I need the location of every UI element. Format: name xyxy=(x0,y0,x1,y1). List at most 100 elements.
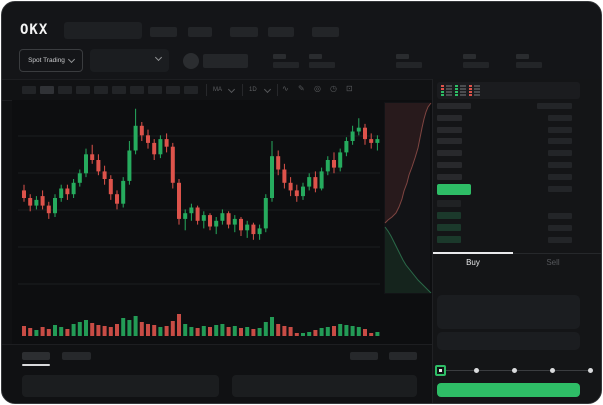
bottom-content-placeholder xyxy=(22,375,219,397)
nav-item-placeholder[interactable] xyxy=(150,27,177,37)
divider xyxy=(277,84,278,96)
ask-amount-bar[interactable] xyxy=(548,115,572,121)
ticker-stat-placeholder xyxy=(516,54,542,70)
chevron-down-icon xyxy=(154,53,163,62)
bid-price-bar[interactable] xyxy=(437,212,461,219)
ticker-stat-placeholder xyxy=(463,54,489,70)
bid-price-bar[interactable] xyxy=(437,200,461,207)
bottom-panel xyxy=(2,344,432,403)
nav-item-placeholder[interactable] xyxy=(230,27,258,37)
orderbook-view-switcher xyxy=(437,82,580,99)
chart-area[interactable] xyxy=(12,100,432,344)
divider xyxy=(206,84,207,96)
stat-label-bar xyxy=(463,54,476,59)
okx-logo: OKX xyxy=(20,22,49,38)
search-input[interactable] xyxy=(64,22,142,39)
divider xyxy=(433,253,601,254)
chevron-down-icon xyxy=(263,85,272,94)
bottom-tab[interactable] xyxy=(62,352,91,360)
bottom-content-placeholder xyxy=(232,375,417,397)
slider-stop-dot[interactable] xyxy=(474,368,480,373)
market-type-label: Spot Trading xyxy=(28,57,65,64)
ask-amount-bar[interactable] xyxy=(548,127,572,133)
timeframe-button[interactable] xyxy=(166,86,180,94)
price-input[interactable] xyxy=(437,295,580,329)
bottom-action-placeholder[interactable] xyxy=(350,352,378,360)
amount-input[interactable] xyxy=(437,332,580,350)
timeframe-button[interactable] xyxy=(58,86,72,94)
draw-icon[interactable]: ✎ xyxy=(298,84,305,93)
divider xyxy=(242,84,243,96)
buy-tab-underline xyxy=(433,252,513,254)
timeframe-button[interactable] xyxy=(94,86,108,94)
orderbook-panel: Buy Sell xyxy=(432,79,601,403)
interval-dropdown[interactable]: 1D xyxy=(249,87,257,93)
slider-stop-dot[interactable] xyxy=(512,368,517,373)
book-combined-icon[interactable] xyxy=(441,85,452,96)
stat-value-bar xyxy=(396,62,422,68)
slider-stop-dot[interactable] xyxy=(549,368,555,373)
timeframe-button[interactable] xyxy=(40,86,54,94)
bottom-action-placeholder[interactable] xyxy=(389,352,417,360)
ask-amount-bar[interactable] xyxy=(548,174,572,180)
stat-value-bar xyxy=(309,62,335,68)
nav-item-placeholder[interactable] xyxy=(312,27,339,37)
ask-price-bar[interactable] xyxy=(437,162,462,168)
pair-selector-dropdown[interactable] xyxy=(90,49,169,72)
bid-amount-bar[interactable] xyxy=(548,213,572,219)
stat-value-bar xyxy=(273,62,299,68)
pair-name-placeholder xyxy=(203,54,248,68)
alert-icon[interactable]: ◷ xyxy=(330,84,337,93)
camera-icon[interactable]: ◎ xyxy=(314,84,321,93)
stat-label-bar xyxy=(516,54,529,59)
bid-amount-bar[interactable] xyxy=(548,237,572,243)
slider-stop-dot[interactable] xyxy=(587,368,593,373)
ask-amount-bar[interactable] xyxy=(548,138,572,144)
stat-label-bar xyxy=(309,54,322,59)
bid-price-bar[interactable] xyxy=(437,236,461,243)
buy-submit-button[interactable] xyxy=(437,383,580,397)
chevron-down-icon xyxy=(67,55,75,64)
active-tab-underline xyxy=(22,364,50,366)
stat-value-bar xyxy=(516,62,542,68)
ask-price-bar[interactable] xyxy=(437,174,462,180)
book-bids-icon[interactable] xyxy=(455,85,466,96)
indicator-dropdown[interactable]: MA xyxy=(213,87,222,93)
fullscreen-icon[interactable]: ⊡ xyxy=(346,84,353,93)
market-type-dropdown[interactable]: Spot Trading xyxy=(19,49,83,72)
ask-amount-bar[interactable] xyxy=(548,150,572,156)
header: OKX Spot Trading xyxy=(2,2,601,79)
bid-amount-bar[interactable] xyxy=(548,225,572,231)
ask-price-bar[interactable] xyxy=(437,138,462,144)
ask-price-bar[interactable] xyxy=(437,127,462,133)
orderbook-amount-bar xyxy=(548,186,572,192)
ask-amount-bar[interactable] xyxy=(548,162,572,168)
nav-item-placeholder[interactable] xyxy=(268,27,294,37)
ask-price-bar[interactable] xyxy=(437,115,462,121)
timeframe-button[interactable] xyxy=(112,86,126,94)
timeframe-button[interactable] xyxy=(22,86,36,94)
orderbook-col-header-price xyxy=(437,103,471,109)
timeframe-button[interactable] xyxy=(148,86,162,94)
chevron-down-icon xyxy=(227,85,236,94)
line-tool-icon[interactable]: ∿ xyxy=(282,84,289,93)
ticker-stat-placeholder xyxy=(273,54,299,70)
last-price-bar[interactable] xyxy=(437,184,471,195)
bottom-tab-active[interactable] xyxy=(22,352,50,360)
amount-slider-handle[interactable] xyxy=(435,365,446,376)
stat-label-bar xyxy=(396,54,409,59)
timeframe-button[interactable] xyxy=(130,86,144,94)
timeframe-button[interactable] xyxy=(76,86,90,94)
tab-sell[interactable]: Sell xyxy=(513,258,593,267)
stat-value-bar xyxy=(463,62,489,68)
candlestick-chart[interactable] xyxy=(12,100,432,344)
bid-price-bar[interactable] xyxy=(437,224,461,231)
timeframe-button[interactable] xyxy=(184,86,198,94)
orderbook-col-header-amount xyxy=(537,103,572,109)
book-asks-icon[interactable] xyxy=(469,85,480,96)
coin-avatar xyxy=(183,53,199,69)
ask-price-bar[interactable] xyxy=(437,150,462,156)
nav-item-placeholder[interactable] xyxy=(188,27,212,37)
tab-buy[interactable]: Buy xyxy=(433,258,513,267)
